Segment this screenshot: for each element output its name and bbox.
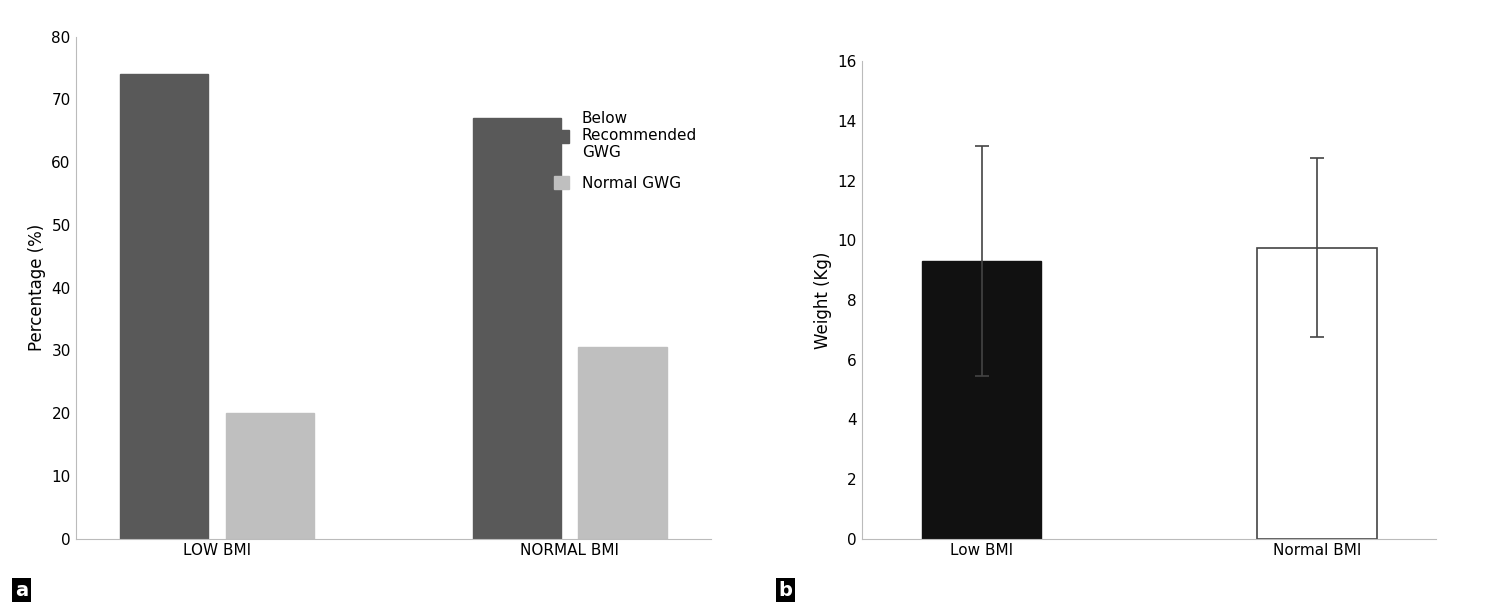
Y-axis label: Percentage (%): Percentage (%) [27, 224, 45, 351]
Legend: Below
Recommended
GWG, Normal GWG: Below Recommended GWG, Normal GWG [547, 105, 703, 197]
Text: b: b [779, 581, 792, 600]
Bar [578, 347, 667, 539]
Bar [119, 74, 207, 539]
Bar [1256, 248, 1376, 539]
Y-axis label: Weight (Kg): Weight (Kg) [813, 251, 832, 349]
Bar [472, 118, 561, 539]
Bar [922, 261, 1042, 539]
Bar [225, 413, 314, 539]
Text: a: a [15, 581, 29, 600]
